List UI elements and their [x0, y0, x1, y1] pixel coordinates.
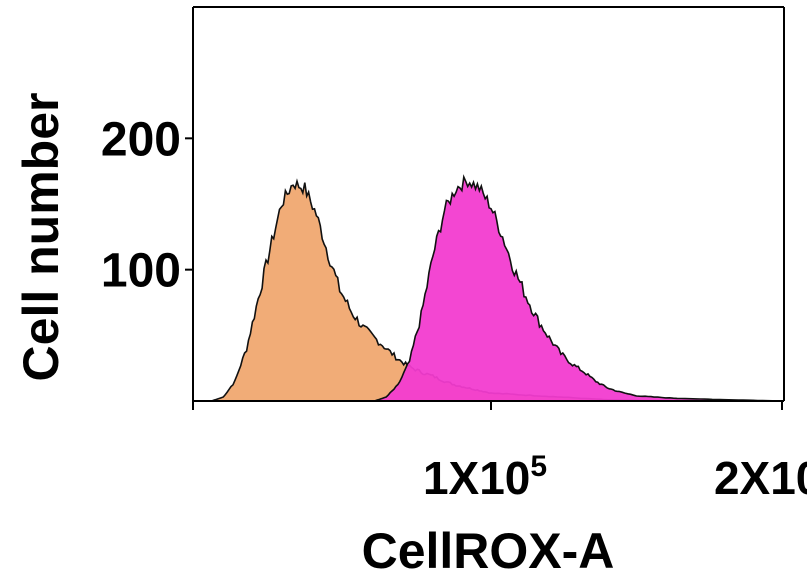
- series-layer: [200, 177, 782, 401]
- x-tick-label: 2X105: [714, 450, 807, 504]
- y-tick-label: 100: [101, 245, 181, 298]
- x-axis-title: CellROX-A: [362, 523, 615, 578]
- x-tick-label: 1X105: [423, 450, 547, 504]
- y-axis-title: Cell number: [13, 93, 69, 382]
- y-tick-label: 200: [101, 113, 181, 166]
